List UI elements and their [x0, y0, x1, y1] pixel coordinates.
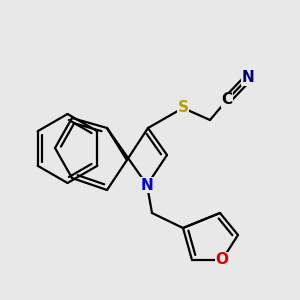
Text: S: S [178, 100, 188, 116]
Text: O: O [215, 253, 229, 268]
Text: N: N [141, 178, 153, 193]
Text: C: C [221, 92, 233, 107]
Text: N: N [242, 70, 254, 86]
